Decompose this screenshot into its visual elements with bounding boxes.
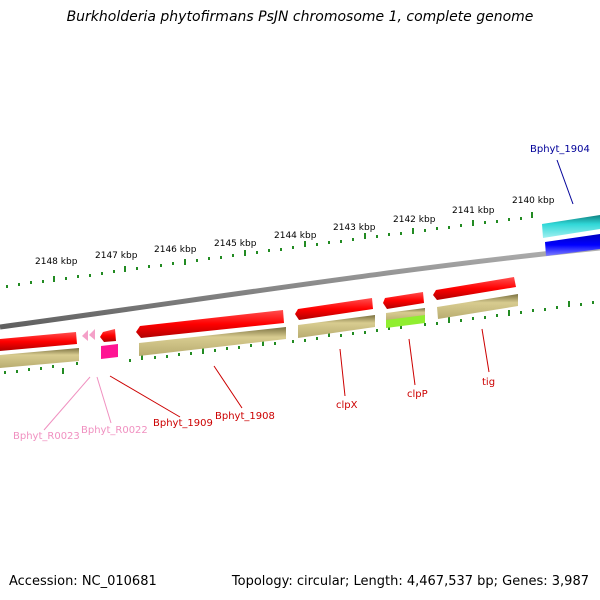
label-leaders [43, 159, 574, 431]
gene-Bphyt_1908-arrow[interactable] [136, 310, 284, 338]
tick-label-2143: 2143 kbp [333, 223, 376, 233]
feature-khaki-clpX[interactable] [298, 315, 375, 338]
tick-label-2141: 2141 kbp [452, 206, 495, 216]
trna-block-pink[interactable] [101, 344, 118, 359]
trna-arrow-R0023[interactable] [82, 330, 88, 341]
feature-khaki-left[interactable] [0, 348, 79, 368]
gene-left-arrow[interactable] [0, 332, 77, 351]
accession-text: Accession: NC_010681 [9, 574, 157, 589]
tick-labels: 2140 kbp 2141 kbp 2142 kbp 2143 kbp 2144… [35, 196, 555, 267]
gene-label-Bphyt_1909[interactable]: Bphyt_1909 [153, 418, 213, 429]
tick-label-2142: 2142 kbp [393, 215, 436, 225]
tick-label-2148: 2148 kbp [35, 257, 78, 267]
gene-tig-arrow[interactable] [433, 277, 516, 300]
feature-khaki-tig[interactable] [437, 294, 518, 319]
gene-label-Bphyt_R0023[interactable]: Bphyt_R0023 [13, 431, 80, 442]
backbone-ring [0, 245, 600, 330]
tick-label-2145: 2145 kbp [214, 239, 257, 249]
gene-label-Bphyt_1908[interactable]: Bphyt_1908 [215, 411, 275, 422]
gene-Bphyt_1909-arrow[interactable] [100, 329, 116, 342]
genome-summary-text: Topology: circular; Length: 4,467,537 bp… [231, 574, 589, 589]
gene-clpP-arrow[interactable] [383, 292, 424, 309]
trna-arrow-R0022[interactable] [89, 329, 95, 340]
map-title: Burkholderia phytofirmans PsJN chromosom… [66, 9, 534, 25]
gene-label-clpP[interactable]: clpP [407, 389, 428, 400]
tick-label-2140: 2140 kbp [512, 196, 555, 206]
gene-clpX-arrow[interactable] [295, 298, 373, 320]
feature-green-clpP[interactable] [386, 315, 425, 328]
feature-blue[interactable] [545, 234, 600, 256]
outer-tick-scale [6, 212, 533, 288]
feature-khaki-clpP[interactable] [386, 308, 425, 321]
feature-cyan[interactable] [542, 215, 600, 238]
tick-label-2146: 2146 kbp [154, 245, 197, 255]
gene-label-Bphyt_R0022[interactable]: Bphyt_R0022 [81, 425, 148, 436]
inner-tick-scale [4, 301, 594, 374]
tick-label-2147: 2147 kbp [95, 251, 138, 261]
feature-khaki-1908[interactable] [139, 327, 286, 356]
tick-label-2144: 2144 kbp [274, 231, 317, 241]
gene-label-Bphyt_1904[interactable]: Bphyt_1904 [530, 144, 590, 155]
gene-label-tig[interactable]: tig [482, 377, 495, 388]
gene-label-clpX[interactable]: clpX [336, 400, 358, 411]
